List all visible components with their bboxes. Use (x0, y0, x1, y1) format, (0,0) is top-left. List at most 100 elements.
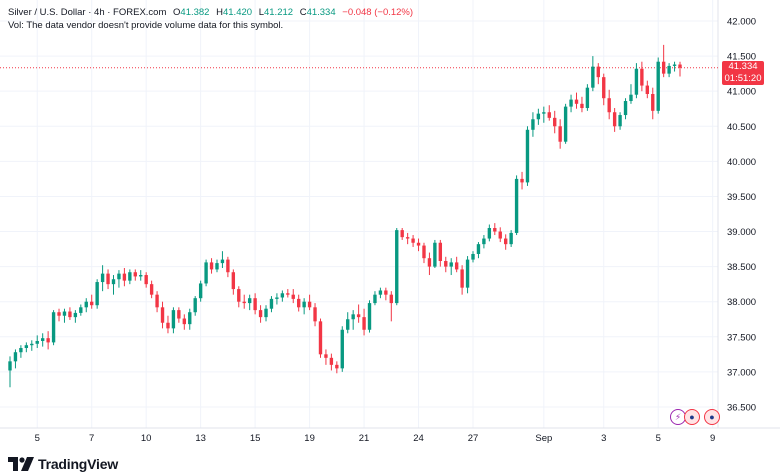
x-tick-label: 9 (710, 433, 715, 444)
candle-body (79, 307, 83, 313)
x-tick-label: Sep (535, 433, 552, 444)
candle-body (237, 289, 241, 302)
candle-body (100, 273, 105, 283)
candle-body (623, 101, 628, 116)
x-tick-label: 24 (413, 433, 424, 444)
candle-body (117, 273, 121, 280)
y-tick-label: 37.000 (727, 367, 756, 378)
candle-body (362, 317, 366, 330)
candle-body (384, 290, 388, 295)
y-tick-label: 41.500 (727, 52, 756, 63)
candle-body (62, 311, 67, 316)
candle-body (155, 294, 159, 308)
candle-body (400, 230, 404, 238)
candle-body (640, 68, 644, 86)
x-tick-label: 19 (304, 433, 315, 444)
candle-body (90, 301, 94, 306)
candle-body (629, 94, 633, 102)
candle-body (416, 242, 421, 246)
tradingview-logo-icon (8, 457, 34, 471)
ohlc-high: H41.420 (216, 7, 253, 18)
tradingview-logo[interactable]: TradingView (8, 456, 118, 472)
candle-body (193, 298, 197, 313)
x-tick-label: 15 (250, 433, 261, 444)
candle-body (324, 354, 328, 358)
candle-body (525, 129, 530, 183)
candle-body (280, 293, 285, 298)
candle-body (247, 298, 252, 304)
candle-body (574, 99, 579, 104)
y-tick-label: 36.500 (727, 402, 756, 413)
candle-body (504, 238, 508, 245)
candle-body (678, 64, 682, 68)
us-flag-event-icon[interactable]: ● (684, 409, 700, 425)
candle-body (68, 311, 72, 318)
candle-body (476, 244, 481, 254)
candle-body (602, 77, 606, 99)
candle-body (286, 293, 290, 295)
candle-body (253, 298, 257, 311)
candle-body (651, 93, 655, 111)
candle-body (465, 259, 470, 288)
candle-body (454, 262, 459, 270)
candle-body (95, 282, 99, 306)
lightning-event-icon[interactable]: ⚡ (670, 409, 686, 425)
candle-body (24, 345, 29, 349)
candle-body (177, 310, 181, 319)
candle-body (634, 68, 639, 95)
candle-body (405, 237, 410, 239)
candle-body (46, 338, 50, 343)
candle-body (389, 294, 393, 304)
candle-body (346, 319, 350, 330)
candle-body (329, 357, 334, 365)
y-tick-label: 39.500 (727, 192, 756, 203)
candle-body (591, 66, 595, 88)
candle-body (231, 272, 236, 290)
candle-body (531, 119, 535, 130)
y-tick-label: 38.500 (727, 262, 756, 273)
candle-body (367, 303, 372, 330)
x-tick-label: 5 (656, 433, 661, 444)
candle-body (307, 301, 312, 308)
candle-body (585, 87, 590, 109)
symbol-name[interactable]: Silver / U.S. Dollar · 4h · FOREX.com (8, 7, 167, 18)
candle-body (275, 297, 279, 299)
ohlc-close: C41.334 (299, 7, 336, 18)
bar-countdown: 01:51:20 (724, 72, 762, 84)
candle-body (35, 340, 39, 344)
chart-header: Silver / U.S. Dollar · 4h · FOREX.com O4… (8, 6, 417, 20)
candle-body (618, 115, 622, 127)
candle-body (536, 113, 541, 120)
candle-body (563, 106, 568, 142)
candle-body (661, 61, 666, 74)
candle-body (220, 259, 225, 264)
candle-body (188, 312, 192, 325)
last-price-value: 41.334 (728, 60, 758, 72)
x-tick-label: 10 (141, 433, 152, 444)
candle-body (242, 301, 246, 304)
candle-body (612, 112, 617, 127)
candle-body (672, 64, 677, 66)
candle-body (128, 272, 132, 281)
candle-body (340, 329, 344, 369)
candle-body (482, 238, 486, 245)
candle-body (182, 318, 186, 325)
candle-body (411, 238, 415, 243)
candle-body (297, 298, 301, 308)
candle-body (122, 273, 127, 281)
y-tick-label: 40.000 (727, 157, 756, 168)
y-tick-label: 37.500 (727, 332, 756, 343)
y-tick-label: 40.500 (727, 122, 756, 133)
y-tick-label: 38.000 (727, 297, 756, 308)
candle-body (335, 364, 339, 369)
candle-body (291, 294, 295, 299)
candle-body (378, 290, 383, 295)
candle-body (444, 260, 448, 267)
candle-body (471, 253, 475, 260)
y-tick-label: 42.000 (727, 17, 756, 28)
us-flag-event-icon[interactable]: ● (704, 409, 720, 425)
volume-note: Vol: The data vendor doesn't provide vol… (8, 20, 284, 31)
candle-body (149, 284, 154, 295)
candle-body (509, 232, 513, 245)
